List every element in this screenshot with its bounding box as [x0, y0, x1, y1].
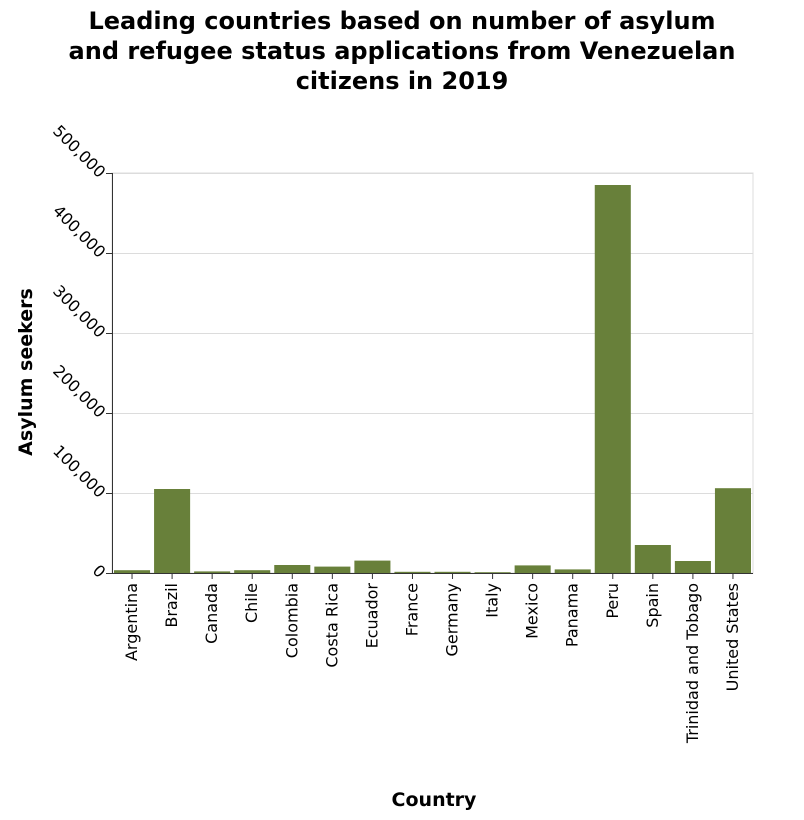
x-tick-label-italy: Italy	[483, 583, 502, 618]
y-tick-label-5: 500,000	[49, 121, 109, 181]
bar-colombia	[274, 565, 311, 573]
x-tick-label-united-states: United States	[723, 583, 742, 691]
x-tick-label-chile: Chile	[242, 583, 261, 623]
x-tick-label-france: France	[402, 583, 421, 636]
bar-united-states	[714, 488, 751, 573]
y-tick-label-0: 0	[89, 561, 110, 582]
bar-layer	[114, 185, 751, 573]
bar-trinidad-and-tobago	[674, 561, 711, 573]
title-line-3: citizens in 2019	[295, 67, 509, 95]
y-tick-label-4: 400,000	[49, 201, 109, 261]
x-axis-title: Country	[392, 789, 478, 811]
bar-france	[394, 571, 431, 573]
y-tick-label-3: 300,000	[49, 281, 109, 341]
x-tick-label-mexico: Mexico	[523, 583, 542, 639]
bar-peru	[594, 185, 631, 573]
plot-frame	[111, 172, 754, 574]
bar-italy	[474, 572, 511, 573]
grid-layer	[111, 172, 754, 574]
bar-panama	[554, 569, 591, 573]
title-line-1: Leading countries based on number of asy…	[88, 7, 716, 35]
x-tick-label-costa-rica: Costa Rica	[322, 583, 341, 668]
bar-costa-rica	[314, 566, 351, 573]
y-tick-label-2: 200,000	[49, 361, 109, 421]
x-tick-label-brazil: Brazil	[162, 583, 181, 628]
bar-mexico	[514, 565, 551, 573]
x-tick-label-argentina: Argentina	[122, 583, 141, 661]
x-tick-label-canada: Canada	[202, 583, 221, 644]
bar-canada	[194, 571, 231, 573]
bar-germany	[434, 571, 471, 573]
x-tick-label-ecuador: Ecuador	[362, 583, 381, 649]
chart-title: Leading countries based on number of asy…	[0, 6, 804, 96]
bar-spain	[634, 545, 671, 573]
bar-brazil	[154, 489, 191, 573]
x-tick-label-germany: Germany	[443, 583, 462, 657]
axis-layer	[106, 173, 753, 579]
x-tick-label-trinidad-and-tobago: Trinidad and Tobago	[683, 583, 702, 744]
x-tick-label-peru: Peru	[603, 583, 622, 619]
bar-argentina	[114, 570, 151, 573]
label-layer: 0 100,000 200,000 300,000 400,000 500,000 Arge…	[49, 121, 742, 744]
x-tick-label-colombia: Colombia	[282, 583, 301, 658]
title-line-2: and refugee status applications from Ven…	[68, 37, 736, 65]
bar-ecuador	[354, 560, 391, 573]
x-tick-label-panama: Panama	[563, 583, 582, 647]
y-axis-title: Asylum seekers	[15, 288, 37, 456]
y-tick-label-1: 100,000	[49, 441, 109, 501]
x-tick-label-spain: Spain	[643, 583, 662, 628]
bar-chile	[234, 570, 271, 573]
